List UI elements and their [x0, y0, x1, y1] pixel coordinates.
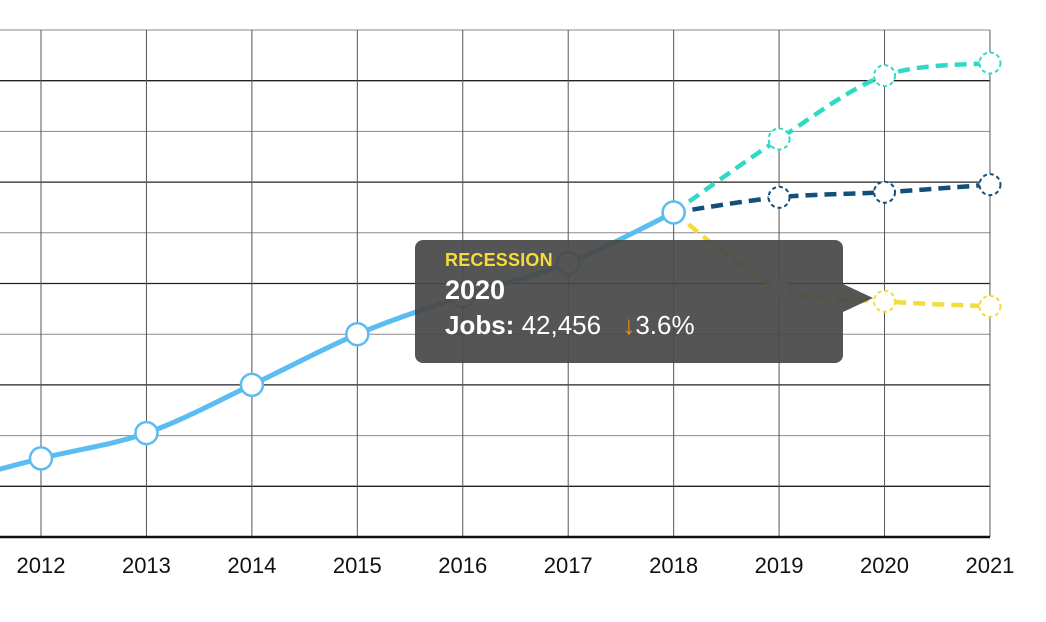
x-tick-label: 2021: [965, 553, 1014, 578]
x-axis: 2012 2013 2014 2015 2016 2017 2018 2019 2020 2021: [0, 535, 1014, 578]
x-tick-label: 2019: [755, 553, 804, 578]
tooltip-jobs-label: Jobs:: [445, 310, 515, 340]
historical-point: [134, 420, 159, 446]
forecast-line: [673, 182, 991, 215]
tooltip-jobs-line: Jobs: 42,456 ↓3.6%: [445, 309, 843, 341]
tooltip-jobs-value: 42,456: [521, 310, 602, 340]
tooltip-pointer: [843, 284, 873, 312]
x-tick-label: 2012: [17, 553, 66, 578]
historical-point: [28, 446, 54, 471]
x-tick-label: 2014: [227, 553, 276, 578]
x-tick-label: 2020: [860, 553, 909, 578]
x-tick-label: 2015: [333, 553, 382, 578]
forecast-point: [978, 173, 1002, 197]
forecast-line: [672, 60, 991, 215]
forecast-point: [978, 294, 1002, 318]
x-tick-label: 2013: [122, 553, 171, 578]
x-tick-label: 2018: [649, 553, 698, 578]
forecast-point: [978, 51, 1002, 75]
forecast-point: [873, 64, 897, 88]
tooltip-change: ↓3.6%: [622, 310, 694, 340]
forecast-point: [767, 185, 791, 209]
tooltip-scenario-tag: RECESSION: [445, 250, 553, 270]
historical-point: [661, 200, 686, 225]
forecast-point: [767, 127, 791, 151]
data-tooltip: RECESSION 2020 Jobs: 42,456 ↓3.6%: [415, 240, 873, 363]
historical-point: [239, 372, 265, 398]
tooltip-year: 2020: [445, 275, 506, 305]
x-tick-label: 2016: [438, 553, 487, 578]
down-arrow-icon: ↓: [622, 310, 636, 340]
x-tick-label: 2017: [544, 553, 593, 578]
forecast-point: [873, 180, 897, 204]
historical-point: [345, 321, 370, 347]
forecast-point: [873, 289, 897, 313]
tooltip-change-value: 3.6%: [635, 310, 695, 340]
